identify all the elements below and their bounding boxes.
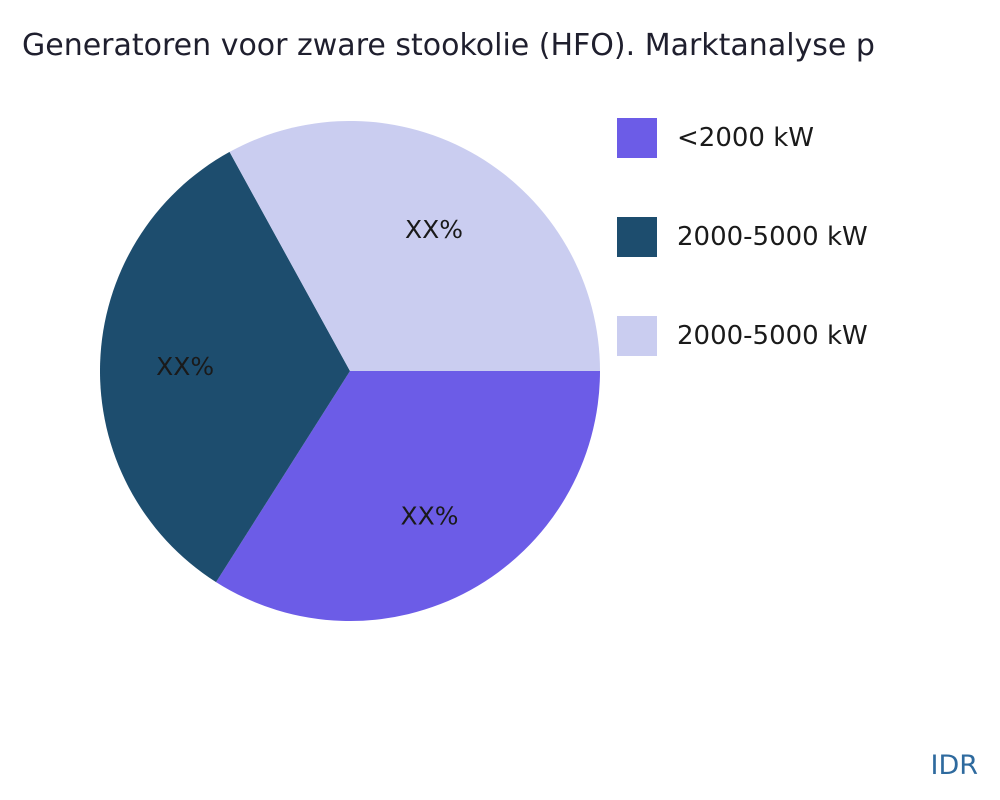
legend-swatch-purple [617, 118, 657, 158]
legend-label-1: <2000 kW [677, 123, 814, 153]
chart-title: Generatoren voor zware stookolie (HFO). … [22, 28, 875, 63]
pie-chart: XX% XX% XX% [100, 121, 600, 621]
legend-item-1: <2000 kW [617, 118, 868, 158]
pie-slice-2 [100, 151, 350, 583]
watermark-idr: IDR [930, 750, 978, 781]
legend-item-3: 2000-5000 kW [617, 316, 868, 356]
legend-swatch-lavender [617, 316, 657, 356]
pie-slice-value-label-3: XX% [405, 215, 463, 244]
legend-label-3: 2000-5000 kW [677, 321, 868, 351]
pie-slice-value-label-2: XX% [156, 352, 214, 381]
legend: <2000 kW 2000-5000 kW 2000-5000 kW [617, 118, 868, 415]
pie-slice-value-label-1: XX% [400, 502, 458, 531]
legend-item-2: 2000-5000 kW [617, 217, 868, 257]
legend-label-2: 2000-5000 kW [677, 222, 868, 252]
pie-slice-3 [229, 121, 600, 371]
legend-swatch-navy [617, 217, 657, 257]
pie-slice-1 [216, 371, 600, 621]
